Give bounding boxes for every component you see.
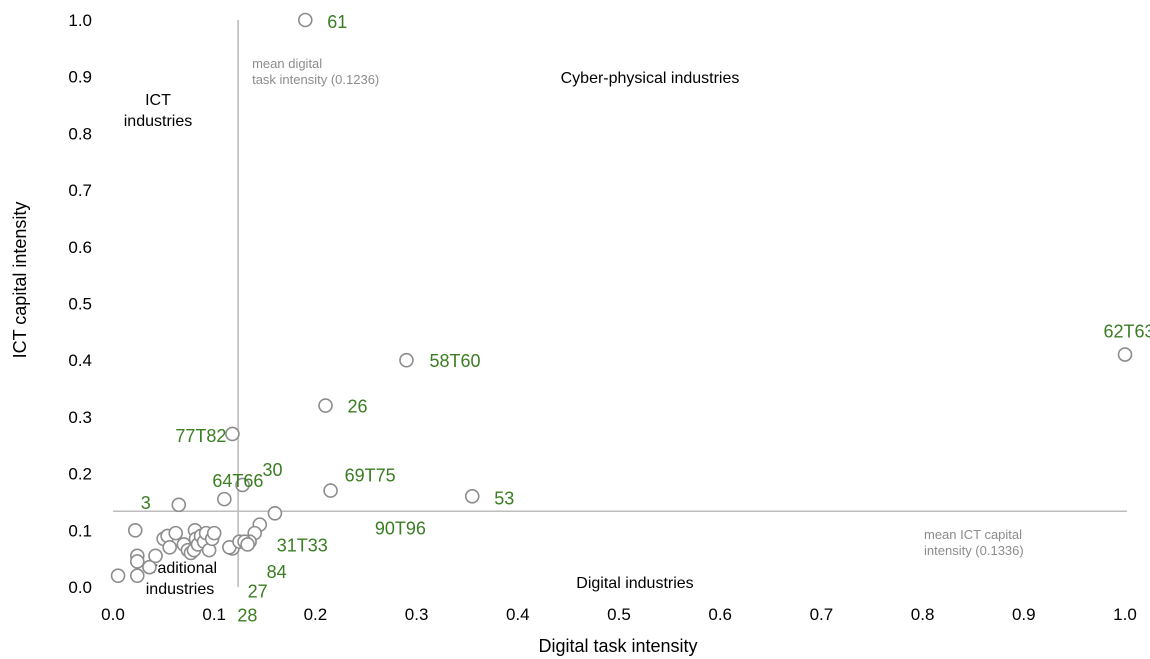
y-tick-label: 0.0	[68, 578, 92, 597]
data-point	[110, 568, 126, 583]
point-label: 26	[348, 397, 368, 417]
x-tick-label: 0.7	[810, 605, 834, 624]
x-tick-label: 1.0	[1113, 605, 1137, 624]
x-tick-labels: 0.0 0.1 0.2 0.3 0.4 0.5 0.6 0.7 0.8 0.9 1.0	[101, 605, 1137, 624]
x-tick-label: 0.3	[405, 605, 429, 624]
point-label: 84	[267, 562, 287, 582]
point-label: 61	[327, 12, 347, 32]
x-tick-label: 0.2	[304, 605, 328, 624]
data-point	[148, 548, 163, 564]
mean-digital-task-note: task intensity (0.1236)	[252, 72, 379, 87]
point-label: 64T66	[212, 471, 263, 491]
data-point	[399, 352, 414, 368]
point-label: 69T75	[345, 466, 396, 486]
y-tick-label: 0.9	[68, 68, 92, 87]
y-tick-label: 0.7	[68, 181, 92, 200]
data-point	[1117, 347, 1133, 362]
point-label: 77T82	[175, 426, 226, 446]
data-point	[129, 568, 145, 583]
data-point	[127, 522, 143, 538]
mean-ict-capital-note: mean ICT capital	[924, 527, 1022, 542]
data-point	[267, 505, 283, 521]
data-point	[168, 525, 184, 541]
data-point	[240, 537, 255, 552]
x-tick-label: 0.9	[1012, 605, 1036, 624]
quadrant-traditional: Traditional	[143, 560, 217, 577]
mean-digital-task-note: mean digital	[252, 56, 322, 71]
x-tick-label: 0.4	[506, 605, 530, 624]
data-point	[162, 540, 177, 555]
y-tick-label: 0.6	[68, 238, 92, 257]
quadrant-traditional: industries	[146, 581, 214, 598]
quadrant-digital: Digital industries	[576, 575, 693, 592]
point-label: 3	[141, 493, 151, 513]
point-label: 27	[248, 582, 268, 602]
point-labels: 61 62T63 58T60 26 77T82 30 69T75 53 64T66 3 90T96 3…	[141, 12, 1150, 625]
data-point	[318, 398, 333, 413]
y-tick-label: 0.2	[68, 465, 92, 484]
y-tick-label: 1.0	[68, 11, 92, 30]
point-label: 28	[237, 605, 257, 625]
x-tick-label: 0.0	[101, 605, 125, 624]
point-label: 90T96	[375, 518, 426, 538]
y-tick-label: 0.3	[68, 408, 92, 427]
y-tick-label: 0.5	[68, 295, 92, 314]
quadrant-ict-industries: ICT	[145, 92, 171, 109]
point-label: 53	[494, 488, 514, 508]
quadrant-cyber-physical: Cyber-physical industries	[561, 70, 740, 87]
data-point	[323, 483, 338, 498]
data-point	[235, 477, 250, 493]
data-point	[206, 525, 222, 541]
quadrant-ict-industries: industries	[124, 113, 192, 130]
point-label: 31T33	[277, 536, 328, 556]
x-axis-label: Digital task intensity	[538, 636, 697, 656]
data-point	[297, 12, 313, 28]
y-tick-label: 0.4	[68, 351, 92, 370]
y-tick-label: 0.1	[68, 521, 92, 540]
data-point	[225, 426, 240, 442]
x-tick-label: 0.1	[202, 605, 226, 624]
data-point	[142, 559, 157, 575]
x-tick-label: 0.6	[708, 605, 732, 624]
data-points	[110, 12, 1133, 583]
x-tick-label: 0.8	[911, 605, 935, 624]
point-label: 62T63	[1103, 322, 1150, 342]
mean-ict-capital-note: intensity (0.1336)	[924, 543, 1024, 558]
data-point	[129, 554, 145, 569]
data-point	[171, 497, 187, 513]
data-point	[464, 488, 480, 504]
y-tick-label: 0.8	[68, 124, 92, 143]
point-label: 30	[263, 460, 283, 480]
point-label: 58T60	[429, 351, 480, 371]
data-point	[217, 491, 232, 507]
y-axis-label: ICT capital intensity	[10, 202, 30, 359]
quadrant-labels: ICT industries Cyber-physical industries Tr…	[124, 70, 740, 598]
y-tick-labels: 0.0 0.1 0.2 0.3 0.4 0.5 0.6 0.7 0.8 0.9 1.0	[68, 11, 92, 597]
x-tick-label: 0.5	[607, 605, 631, 624]
